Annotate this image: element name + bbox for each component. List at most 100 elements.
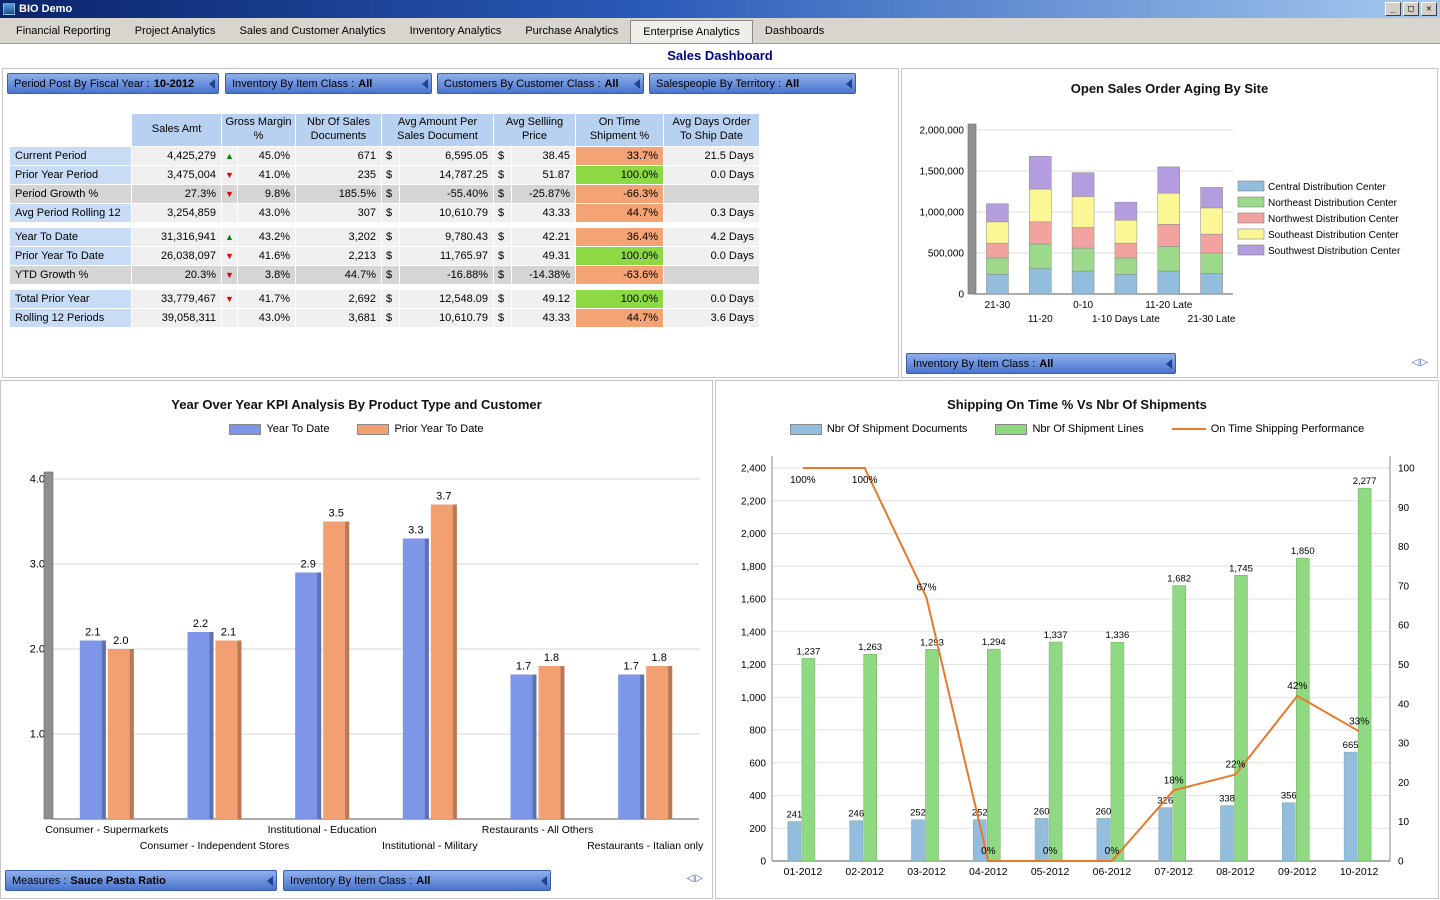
filter-collapse-icon[interactable]: [209, 79, 215, 89]
aging-bar-segment[interactable]: [986, 203, 1009, 223]
legend-item-on-time-shipping-performance[interactable]: On Time Shipping Performance: [1171, 423, 1364, 435]
aging-bar-segment[interactable]: [1157, 270, 1180, 295]
filter-item-class-aging[interactable]: Inventory By Item Class : All: [906, 353, 1176, 374]
legend-swatch[interactable]: [1237, 244, 1265, 256]
yoy-bar[interactable]: [323, 521, 350, 820]
filter-collapse-icon[interactable]: [846, 79, 852, 89]
shipment-lines-bar[interactable]: [1296, 557, 1310, 862]
shipment-docs-bar[interactable]: [1282, 802, 1296, 862]
aging-bar-segment[interactable]: [1200, 273, 1223, 295]
aging-bar-segment[interactable]: [1114, 257, 1138, 275]
tab-enterprise-analytics[interactable]: Enterprise Analytics: [630, 20, 753, 43]
legend-item-year-to-date[interactable]: Year To Date: [229, 423, 329, 435]
aging-bar-segment[interactable]: [1071, 172, 1095, 197]
legend-item-prior-year-to-date[interactable]: Prior Year To Date: [357, 423, 484, 435]
aging-bar-segment[interactable]: [1157, 166, 1180, 194]
aging-bar-segment[interactable]: [1029, 155, 1052, 190]
ontime-performance-line[interactable]: [802, 467, 1360, 862]
shipment-lines-bar[interactable]: [1048, 641, 1063, 862]
tab-sales-and-customer-analytics[interactable]: Sales and Customer Analytics: [239, 24, 386, 37]
yoy-bar[interactable]: [510, 674, 537, 820]
yoy-bar[interactable]: [618, 674, 645, 820]
aging-bar-segment[interactable]: [1029, 221, 1052, 245]
aging-bar-segment[interactable]: [1114, 274, 1138, 295]
close-button[interactable]: ✕: [1421, 2, 1437, 16]
shipment-lines-bar[interactable]: [1110, 641, 1125, 862]
maximize-button[interactable]: □: [1403, 2, 1419, 16]
shipment-lines-bar[interactable]: [925, 649, 939, 862]
shipment-lines-bar[interactable]: [801, 658, 816, 862]
tab-financial-reporting[interactable]: Financial Reporting: [16, 24, 111, 37]
yoy-bar[interactable]: [79, 640, 106, 820]
filter-collapse-icon[interactable]: [267, 876, 273, 886]
legend-swatch[interactable]: [1237, 196, 1265, 208]
filter-item-class-top[interactable]: Inventory By Item Class : All: [225, 73, 432, 94]
aging-bar-segment[interactable]: [1157, 246, 1180, 272]
aging-bar-segment[interactable]: [1200, 252, 1223, 274]
aging-bar-segment[interactable]: [1114, 242, 1138, 259]
shipment-docs-bar[interactable]: [787, 821, 802, 862]
shipment-docs-bar[interactable]: [973, 819, 987, 862]
aging-bar-segment[interactable]: [1200, 207, 1223, 235]
line-value-label: 100%: [790, 475, 816, 486]
filter-customer-class[interactable]: Customers By Customer Class : All: [437, 73, 644, 94]
shipment-docs-bar[interactable]: [1158, 807, 1172, 862]
aging-bar-segment[interactable]: [986, 242, 1009, 259]
yoy-bar[interactable]: [646, 666, 673, 819]
panel-nav-arrows-icon[interactable]: ◁▷: [686, 873, 704, 884]
legend-item-nbr-of-shipment-documents[interactable]: Nbr Of Shipment Documents: [789, 423, 967, 435]
yoy-bar[interactable]: [430, 504, 457, 820]
filter-item-class-kpi[interactable]: Inventory By Item Class : All: [283, 870, 551, 891]
yoy-bar[interactable]: [107, 649, 134, 819]
aging-bar-segment[interactable]: [1157, 224, 1180, 247]
shipment-docs-bar[interactable]: [1343, 751, 1358, 862]
aging-bar-segment[interactable]: [986, 274, 1009, 295]
yoy-bar[interactable]: [295, 572, 322, 820]
aging-bar-segment[interactable]: [1200, 233, 1223, 254]
shipment-docs-bar[interactable]: [1220, 805, 1234, 862]
aging-bar-segment[interactable]: [1029, 243, 1052, 269]
tab-inventory-analytics[interactable]: Inventory Analytics: [409, 24, 502, 37]
shipment-lines-bar[interactable]: [987, 648, 1001, 862]
aging-bar-segment[interactable]: [986, 257, 1009, 275]
shipment-lines-bar[interactable]: [1172, 585, 1186, 862]
aging-bar-segment[interactable]: [1029, 268, 1052, 295]
filter-measures[interactable]: Measures : Sauce Pasta Ratio: [5, 870, 277, 891]
tab-dashboards[interactable]: Dashboards: [764, 24, 825, 37]
minimize-button[interactable]: _: [1385, 2, 1401, 16]
yoy-bar[interactable]: [538, 666, 565, 819]
tab-purchase-analytics[interactable]: Purchase Analytics: [525, 24, 619, 37]
aging-bar-segment[interactable]: [1114, 219, 1138, 244]
aging-bar-segment[interactable]: [986, 221, 1009, 244]
shipment-lines-bar[interactable]: [1357, 487, 1372, 862]
panel-nav-arrows-icon[interactable]: ◁▷: [1411, 357, 1429, 368]
legend-item-nbr-of-shipment-lines[interactable]: Nbr Of Shipment Lines: [995, 423, 1144, 435]
yoy-bar[interactable]: [187, 632, 214, 819]
shipment-docs-bar[interactable]: [849, 820, 863, 862]
aging-bar-segment[interactable]: [1157, 192, 1180, 225]
filter-collapse-icon[interactable]: [422, 79, 428, 89]
filter-collapse-icon[interactable]: [541, 876, 547, 886]
aging-bar-segment[interactable]: [1071, 247, 1095, 272]
shipment-docs-bar[interactable]: [911, 819, 925, 862]
shipment-lines-bar[interactable]: [1234, 575, 1248, 862]
line-value-label: 0%: [1043, 846, 1058, 857]
tab-project-analytics[interactable]: Project Analytics: [134, 24, 216, 37]
bar-value-label: 1,263: [858, 642, 882, 653]
filter-fiscal-year[interactable]: Period Post By Fiscal Year :10-2012: [7, 73, 219, 94]
aging-bar-segment[interactable]: [1071, 196, 1095, 228]
yoy-bar[interactable]: [215, 640, 242, 820]
filter-collapse-icon[interactable]: [634, 79, 640, 89]
yoy-bar[interactable]: [402, 538, 429, 820]
aging-bar-segment[interactable]: [1114, 201, 1138, 221]
filter-territory[interactable]: Salespeople By Territory : All: [649, 73, 856, 94]
aging-bar-segment[interactable]: [1029, 188, 1052, 223]
legend-swatch[interactable]: [1237, 212, 1265, 224]
legend-swatch[interactable]: [1237, 180, 1265, 192]
aging-bar-segment[interactable]: [1071, 227, 1095, 249]
legend-swatch[interactable]: [1237, 228, 1265, 240]
filter-collapse-icon[interactable]: [1166, 359, 1172, 369]
aging-bar-segment[interactable]: [1071, 270, 1095, 295]
shipment-lines-bar[interactable]: [863, 653, 877, 862]
aging-bar-segment[interactable]: [1200, 187, 1223, 209]
